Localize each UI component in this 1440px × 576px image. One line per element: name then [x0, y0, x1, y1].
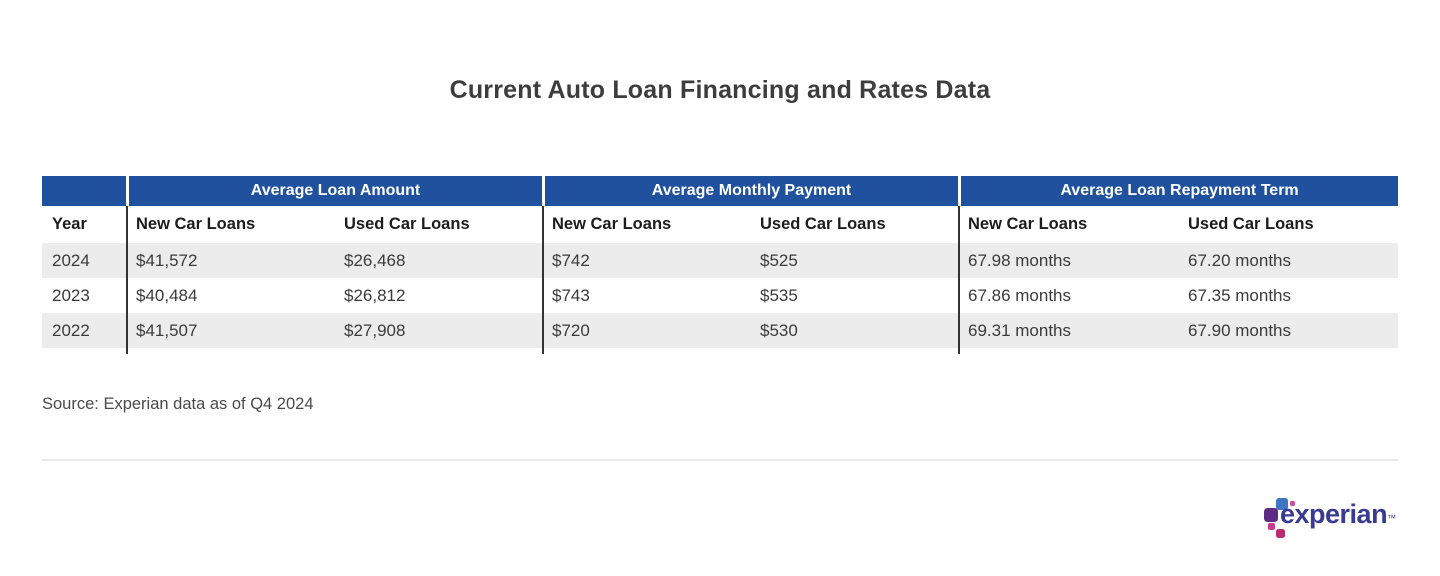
logo-pink-dot-icon [1290, 501, 1295, 506]
table-row-2023: 2023 $40,484 $26,812 $743 $535 67.86 mon… [42, 278, 1398, 313]
term-new-value: 67.98 months [968, 250, 1072, 270]
group-header-monthly-payment: Average Monthly Payment [542, 176, 958, 206]
column-header-payment-new: New Car Loans [552, 215, 672, 233]
payment-new-value: $743 [552, 285, 590, 305]
column-header-loan-new: New Car Loans [136, 215, 256, 233]
auto-loan-data-table: Average Loan Amount Average Monthly Paym… [42, 176, 1398, 354]
column-header-payment-used: Used Car Loans [760, 215, 886, 233]
payment-new-value: $742 [552, 250, 590, 270]
logo-purple-square-icon [1264, 508, 1278, 522]
term-used-value: 67.90 months [1188, 320, 1292, 340]
column-header-year: Year [52, 215, 87, 233]
logo-crimson-square-icon [1276, 529, 1285, 538]
source-note: Source: Experian data as of Q4 2024 [42, 395, 314, 413]
payment-used-value: $530 [760, 320, 798, 340]
loan-new-value: $41,507 [136, 320, 198, 340]
year-value: 2022 [52, 320, 90, 340]
page-title: Current Auto Loan Financing and Rates Da… [449, 76, 991, 104]
table-row-2022: 2022 $41,507 $27,908 $720 $530 69.31 mon… [42, 313, 1398, 348]
logo-blue-square-icon [1276, 498, 1288, 510]
column-separator-line [542, 206, 544, 354]
experian-logo: experian™ [1262, 495, 1407, 545]
payment-new-value: $720 [552, 320, 590, 340]
table-row-2024: 2024 $41,572 $26,468 $742 $525 67.98 mon… [42, 243, 1398, 278]
table-group-header-row: Average Loan Amount Average Monthly Paym… [42, 176, 1398, 206]
loan-used-value: $27,908 [344, 320, 406, 340]
trademark-symbol: ™ [1387, 513, 1397, 523]
logo-wordmark: experian™ [1280, 499, 1397, 529]
group-header-year-spacer [42, 176, 126, 206]
column-header-term-used: Used Car Loans [1188, 215, 1314, 233]
group-header-repayment-term: Average Loan Repayment Term [958, 176, 1398, 206]
loan-new-value: $41,572 [136, 250, 198, 270]
group-header-loan-amount: Average Loan Amount [126, 176, 542, 206]
loan-used-value: $26,468 [344, 250, 406, 270]
column-separator-line [126, 206, 128, 354]
column-header-term-new: New Car Loans [968, 215, 1088, 233]
table-subheader-row: Year New Car Loans Used Car Loans New Ca… [42, 206, 1398, 243]
logo-magenta-square-icon [1268, 523, 1275, 530]
term-used-value: 67.35 months [1188, 285, 1292, 305]
payment-used-value: $525 [760, 250, 798, 270]
year-value: 2023 [52, 285, 90, 305]
term-new-value: 67.86 months [968, 285, 1072, 305]
term-new-value: 69.31 months [968, 320, 1072, 340]
column-separator-line [958, 206, 960, 354]
column-header-loan-used: Used Car Loans [344, 215, 470, 233]
term-used-value: 67.20 months [1188, 250, 1292, 270]
loan-used-value: $26,812 [344, 285, 406, 305]
loan-new-value: $40,484 [136, 285, 198, 305]
payment-used-value: $535 [760, 285, 798, 305]
year-value: 2024 [52, 250, 90, 270]
footer-divider-line [42, 459, 1398, 461]
